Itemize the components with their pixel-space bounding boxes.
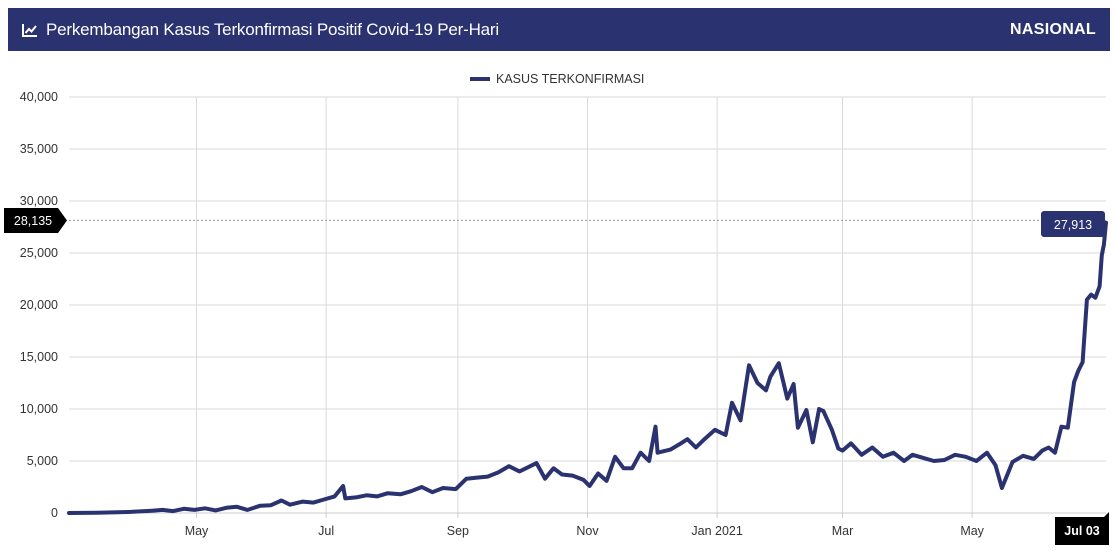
- point-value-badge: [1041, 211, 1105, 237]
- crosshair-x-label: Jul 03: [1064, 524, 1099, 538]
- chart-header: Perkembangan Kasus Terkonfirmasi Positif…: [8, 8, 1110, 51]
- y-tick-label: 15,000: [20, 350, 58, 364]
- y-tick-label: 0: [51, 506, 58, 520]
- y-tick-label: 5,000: [27, 454, 58, 468]
- y-tick-label: 40,000: [20, 90, 58, 104]
- crosshair-y-label: 28,135: [14, 214, 52, 228]
- line-chart-icon: [22, 23, 38, 37]
- scope-label[interactable]: NASIONAL: [1010, 20, 1096, 38]
- series-line-kasus-terkonfirmasi: [67, 220, 1108, 515]
- y-tick-label: 10,000: [20, 402, 58, 416]
- header-title-group: Perkembangan Kasus Terkonfirmasi Positif…: [22, 20, 499, 40]
- x-tick-label: Jan 2021: [691, 524, 742, 538]
- point-value-label: 27,913: [1054, 218, 1092, 232]
- x-tick-label: May: [960, 524, 984, 538]
- y-tick-label: 30,000: [20, 194, 58, 208]
- legend-label: KASUS TERKONFIRMASI: [496, 72, 644, 86]
- crosshair-y-badge: [4, 208, 67, 233]
- chart-title: Perkembangan Kasus Terkonfirmasi Positif…: [46, 19, 499, 39]
- x-tick-label: May: [185, 524, 209, 538]
- x-tick-label: Jul: [318, 524, 334, 538]
- y-tick-label: 25,000: [20, 246, 58, 260]
- y-tick-label: 20,000: [20, 298, 58, 312]
- x-tick-label: Nov: [576, 524, 599, 538]
- x-tick-label: Mar: [832, 524, 854, 538]
- crosshair-x-badge: [1055, 512, 1109, 545]
- y-tick-label: 35,000: [20, 142, 58, 156]
- x-tick-label: Sep: [447, 524, 469, 538]
